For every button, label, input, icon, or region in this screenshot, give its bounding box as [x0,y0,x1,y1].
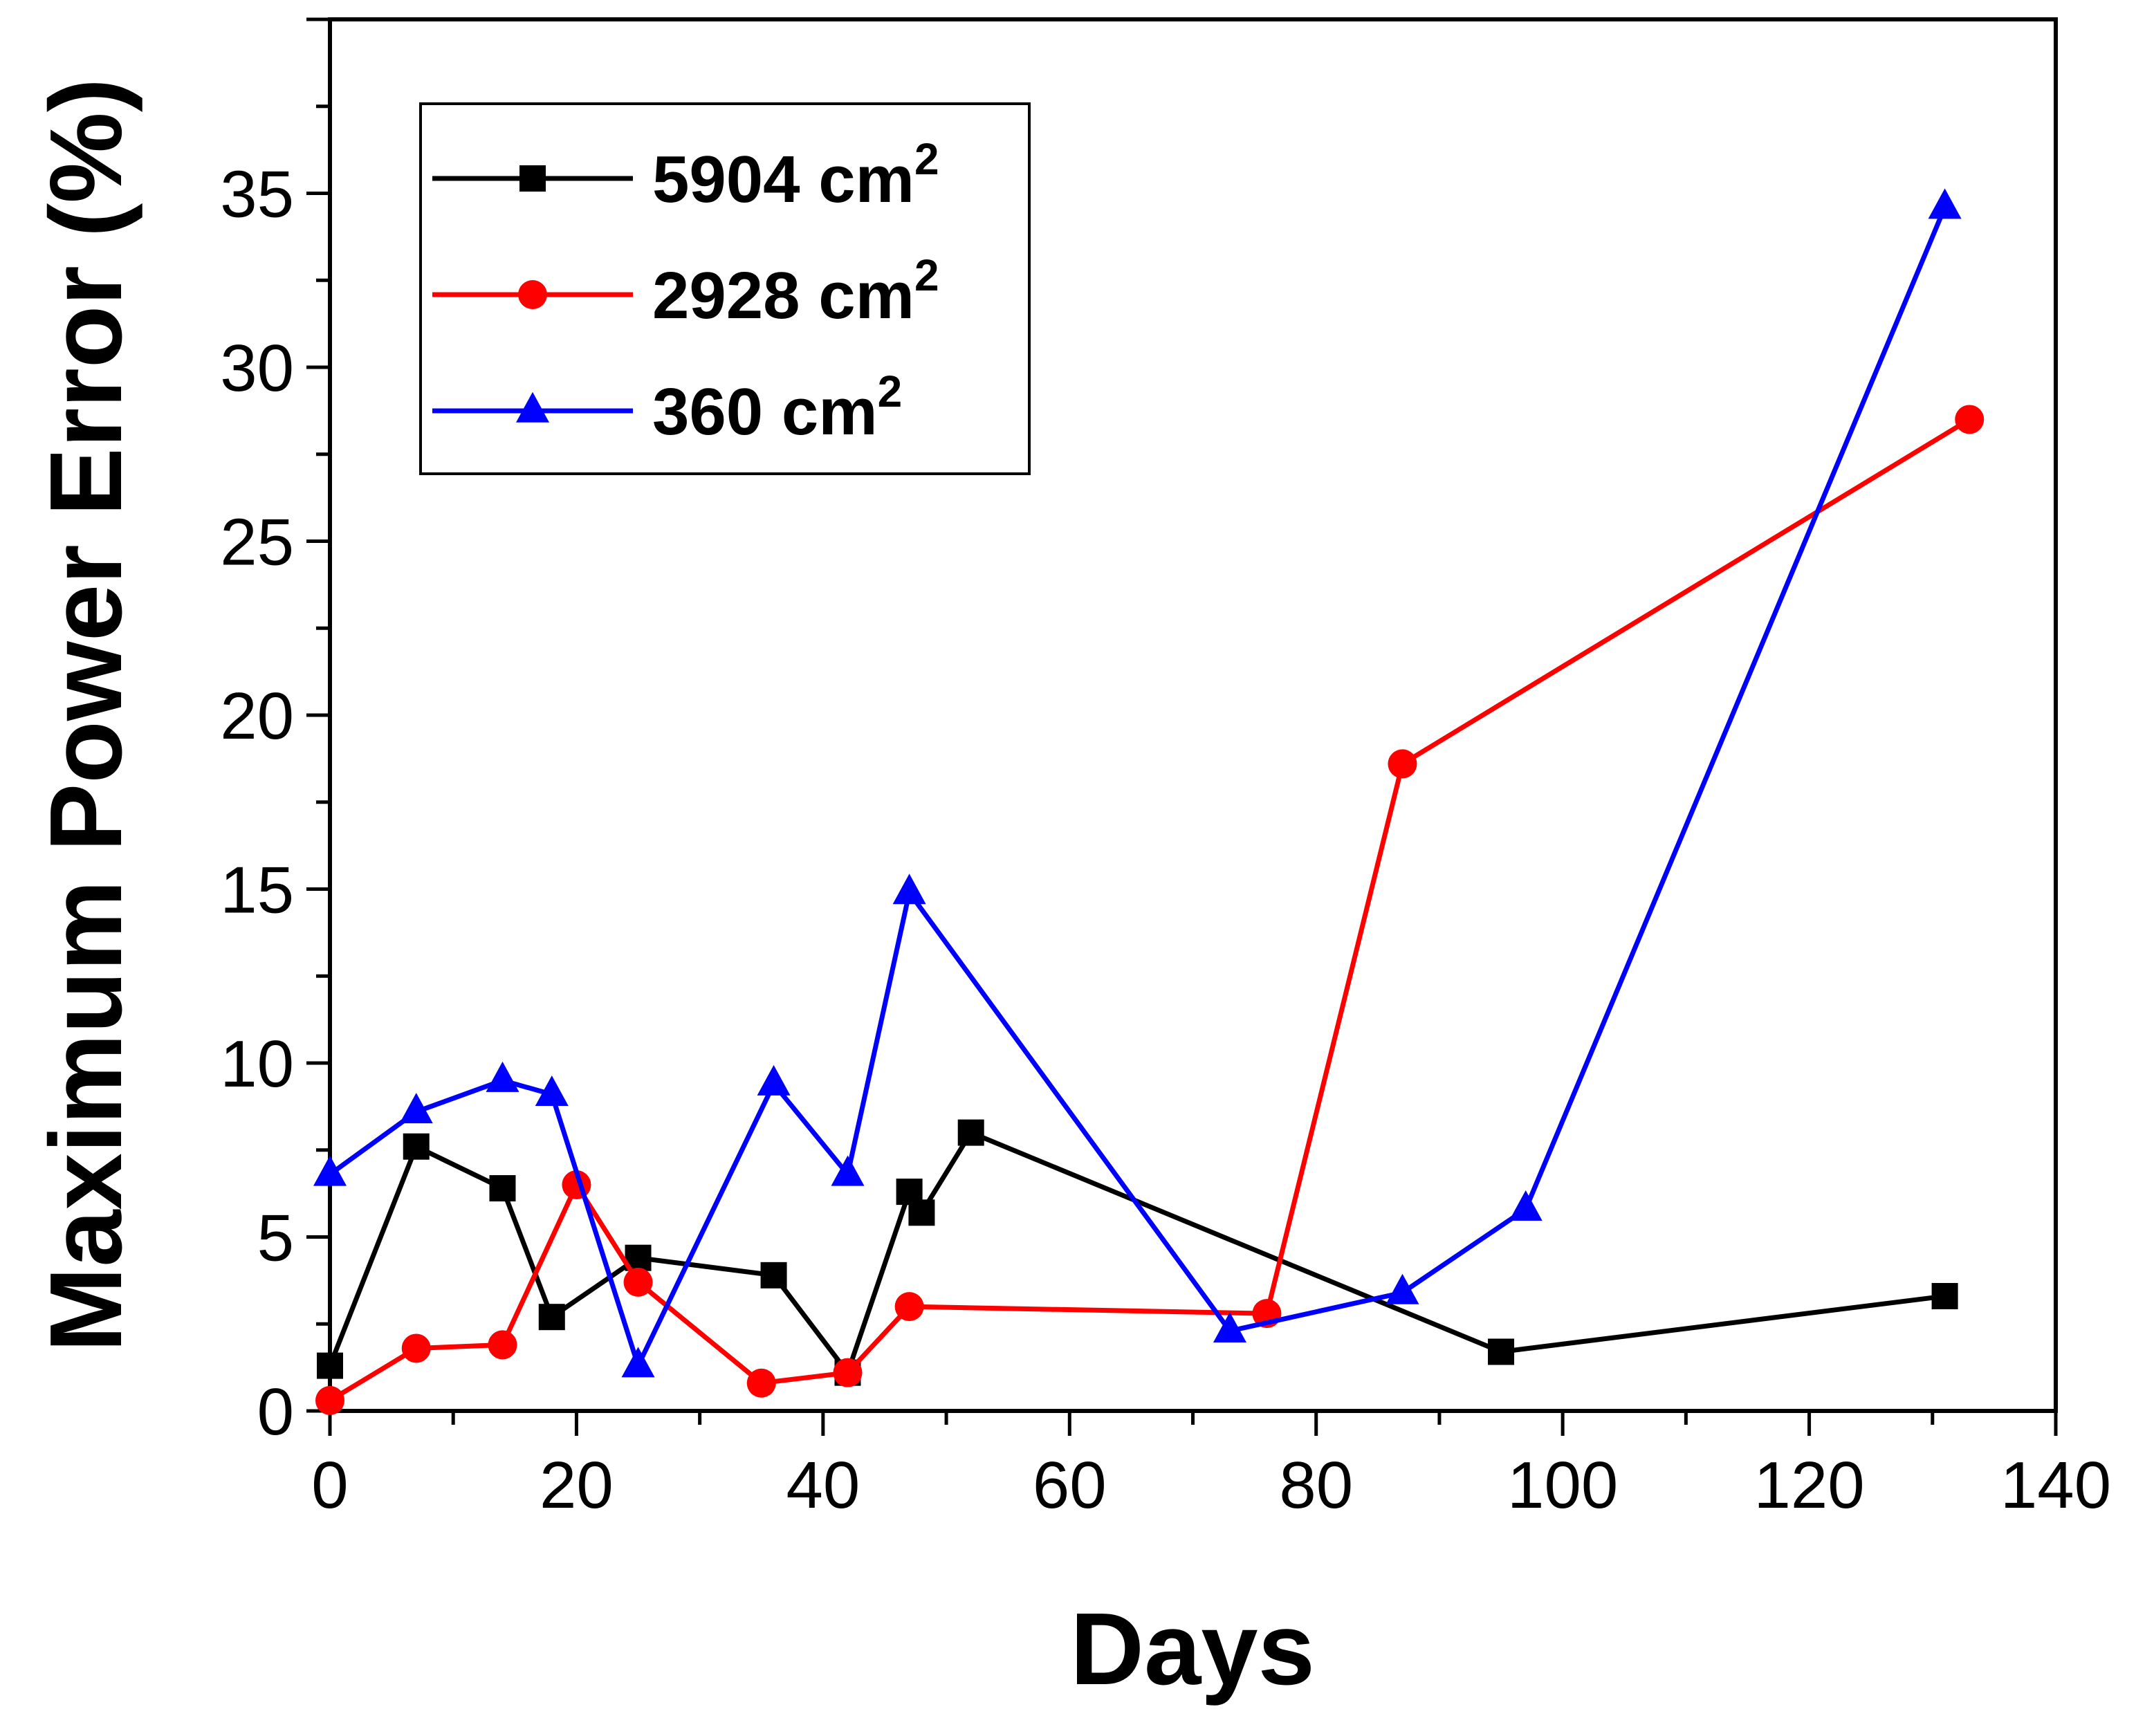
data-point-360-cm2 [1385,1273,1419,1304]
x-axis-title: Days [1070,1592,1315,1706]
data-point-360-cm2 [757,1064,791,1096]
data-point-5904-cm2 [957,1119,984,1146]
y-tick-label: 10 [220,1027,294,1101]
series-layer [313,188,1985,1415]
data-point-360-cm2 [486,1061,519,1092]
data-point-360-cm2 [535,1075,569,1106]
legend-label: 2928 cm2 [652,250,939,333]
ticks-layer: 0 20 40 60 80 100 120 140 0 5 10 15 20 25 30 35 [220,17,2111,1522]
data-point-2928-cm2 [401,1333,431,1363]
data-point-360-cm2 [621,1347,655,1378]
data-point-2928-cm2 [833,1358,863,1387]
legend-label: 360 cm2 [652,367,902,449]
data-point-2928-cm2 [746,1368,776,1398]
series-360-cm2 [313,188,1962,1378]
legend: 5904 cm2 2928 cm2 360 cm2 [419,102,1031,475]
x-tick-label: 80 [1279,1448,1353,1522]
y-tick-label: 25 [220,506,294,580]
data-point-5904-cm2 [317,1352,343,1379]
data-point-5904-cm2 [908,1199,935,1226]
data-point-5904-cm2 [1488,1338,1515,1365]
y-tick-label: 15 [220,853,294,927]
y-tick-label: 0 [257,1375,294,1449]
y-tick-label: 35 [220,158,294,232]
data-point-360-cm2 [1213,1312,1246,1343]
y-tick-label: 20 [220,679,294,753]
data-point-2928-cm2 [894,1292,924,1322]
series-line-5904-cm2 [327,1130,1946,1376]
data-point-5904-cm2 [489,1175,516,1202]
data-point-360-cm2 [1928,188,1962,219]
data-point-5904-cm2 [1931,1283,1958,1310]
data-point-5904-cm2 [538,1304,565,1331]
series-2928-cm2 [315,405,1985,1415]
legend-label: 5904 cm2 [652,134,939,216]
y-tick-label: 5 [257,1201,294,1275]
series-line-2928-cm2 [329,417,1971,1403]
data-point-360-cm2 [313,1155,347,1186]
data-point-360-cm2 [892,874,926,905]
x-tick-label: 120 [1753,1448,1864,1522]
legend-swatch-marker [519,165,546,192]
data-point-360-cm2 [399,1093,433,1124]
data-point-2928-cm2 [623,1267,653,1297]
y-axis-title: Maximum Power Error (%) [29,78,143,1352]
series-5904-cm2 [317,1119,1958,1386]
legend-item-360-cm2: 360 cm2 [432,367,902,449]
legend-item-5904-cm2: 5904 cm2 [432,134,939,216]
x-tick-label: 40 [786,1448,860,1522]
data-point-2928-cm2 [488,1330,517,1360]
data-point-360-cm2 [831,1155,865,1186]
legend-swatch-marker [516,391,549,423]
data-point-360-cm2 [1509,1190,1543,1221]
x-tick-label: 100 [1507,1448,1618,1522]
data-point-2928-cm2 [315,1385,344,1415]
x-tick-label: 60 [1033,1448,1107,1522]
data-point-5904-cm2 [760,1262,787,1289]
series-line-360-cm2 [328,206,1947,1369]
data-point-2928-cm2 [1955,405,1985,434]
x-tick-label: 20 [540,1448,614,1522]
legend-swatch-marker [518,280,547,309]
data-point-5904-cm2 [403,1133,430,1160]
x-tick-label: 140 [2000,1448,2111,1522]
x-tick-label: 0 [311,1448,348,1522]
data-point-2928-cm2 [1388,749,1417,779]
legend-item-2928-cm2: 2928 cm2 [432,250,939,333]
y-tick-label: 30 [220,331,294,405]
